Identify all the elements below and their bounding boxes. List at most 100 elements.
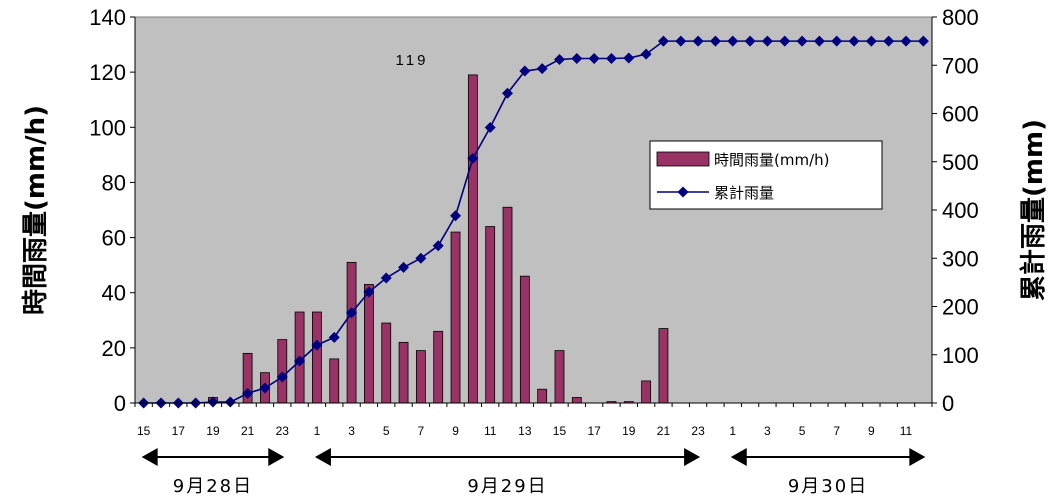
x-tick-label: 17 xyxy=(587,424,601,438)
point-19 xyxy=(467,152,479,164)
x-tick-label: 17 xyxy=(172,424,186,438)
bar-29 xyxy=(641,380,652,404)
point-33 xyxy=(709,35,721,47)
bar-18 xyxy=(450,231,461,404)
legend-bar-swatch xyxy=(656,151,710,167)
point-39 xyxy=(813,35,825,47)
point-4 xyxy=(207,396,219,408)
bar-23 xyxy=(537,388,548,404)
x-tick-label: 9 xyxy=(452,424,459,438)
right-tick-label: 800 xyxy=(942,5,979,30)
point-13 xyxy=(363,286,375,298)
date-range-label: 9月29日 xyxy=(467,476,547,497)
arrow-right-icon xyxy=(909,448,926,466)
legend-line-marker xyxy=(677,186,689,198)
bar-15 xyxy=(398,341,409,404)
cumulative-line xyxy=(143,40,924,404)
x-tick-label: 23 xyxy=(691,424,705,438)
tick-labels: 0 20 40 60 80 100 120 140 0 100 200 300 400 500 600 700… xyxy=(89,5,978,438)
point-18 xyxy=(450,210,462,222)
point-20 xyxy=(484,121,496,133)
left-tick-label: 0 xyxy=(114,391,126,416)
bar-14 xyxy=(381,322,392,404)
peak-annotation: 119 xyxy=(396,52,429,69)
x-tick-label: 15 xyxy=(553,424,567,438)
point-41 xyxy=(848,35,860,47)
left-tick-label: 40 xyxy=(102,281,126,306)
point-29 xyxy=(640,48,652,60)
arrow-left-icon xyxy=(141,448,158,466)
right-tick-label: 400 xyxy=(942,198,979,223)
point-9 xyxy=(294,355,306,367)
x-tick-label: 3 xyxy=(764,424,771,438)
bar-21 xyxy=(502,206,513,404)
point-38 xyxy=(796,35,808,47)
left-tick-label: 60 xyxy=(102,226,126,251)
bar-16 xyxy=(415,350,426,404)
right-tick-label: 200 xyxy=(942,295,979,320)
point-22 xyxy=(519,65,531,77)
point-36 xyxy=(761,35,773,47)
right-tick-label: 0 xyxy=(942,391,954,416)
arrow-right-icon xyxy=(268,448,285,466)
x-tick-label: 5 xyxy=(383,424,390,438)
legend-bar-label: 時間雨量(mm/h) xyxy=(714,151,830,169)
point-21 xyxy=(502,87,514,99)
x-tick-label: 15 xyxy=(137,424,151,438)
point-14 xyxy=(380,272,392,284)
left-tick-label: 120 xyxy=(89,60,126,85)
point-43 xyxy=(883,35,895,47)
point-42 xyxy=(865,35,877,47)
point-24 xyxy=(553,53,565,65)
right-tick-label: 500 xyxy=(942,150,979,175)
point-23 xyxy=(536,63,548,75)
bar-24 xyxy=(554,350,565,404)
arrow-left-icon xyxy=(730,448,747,466)
bar-12 xyxy=(346,261,357,404)
x-tick-label: 11 xyxy=(900,424,913,438)
point-45 xyxy=(917,35,929,47)
point-28 xyxy=(623,52,635,64)
left-tick-label: 20 xyxy=(102,336,126,361)
point-15 xyxy=(398,261,410,273)
point-12 xyxy=(346,307,358,319)
point-7 xyxy=(259,382,271,394)
bar-8 xyxy=(277,339,288,404)
bar-25 xyxy=(571,397,582,404)
legend: 時間雨量(mm/h) 累計雨量 xyxy=(649,140,883,210)
bar-10 xyxy=(312,311,322,404)
x-tick-label: 19 xyxy=(206,424,220,438)
arrow-left-icon xyxy=(314,448,331,466)
point-17 xyxy=(432,240,444,252)
point-34 xyxy=(727,35,739,47)
x-tick-label: 23 xyxy=(276,424,290,438)
right-tick-label: 300 xyxy=(942,246,979,271)
right-tick-label: 600 xyxy=(942,102,979,127)
x-tick-label: 19 xyxy=(622,424,636,438)
arrow-right-icon xyxy=(684,448,701,466)
bar-13 xyxy=(364,284,374,404)
legend-line-label: 累計雨量 xyxy=(714,184,774,202)
bar-22 xyxy=(519,275,530,404)
bar-series xyxy=(208,74,669,404)
bar-30 xyxy=(658,328,669,404)
right-tick-label: 700 xyxy=(942,53,979,78)
x-tick-label: 1 xyxy=(729,424,736,438)
plot-area xyxy=(134,16,933,404)
x-tick-label: 5 xyxy=(799,424,806,438)
bar-19 xyxy=(467,74,478,404)
right-axis-title: 累計雨量(mm) xyxy=(1018,119,1049,301)
point-6 xyxy=(242,387,254,399)
point-5 xyxy=(224,396,236,408)
x-tick-label: 1 xyxy=(314,424,321,438)
point-25 xyxy=(571,52,583,64)
x-tick-label: 9 xyxy=(868,424,875,438)
point-31 xyxy=(675,35,687,47)
bar-11 xyxy=(329,358,340,404)
point-16 xyxy=(415,252,427,264)
x-tick-label: 21 xyxy=(241,424,255,438)
left-tick-label: 100 xyxy=(89,115,126,140)
date-range-label: 9月30日 xyxy=(788,476,868,497)
point-32 xyxy=(692,35,704,47)
